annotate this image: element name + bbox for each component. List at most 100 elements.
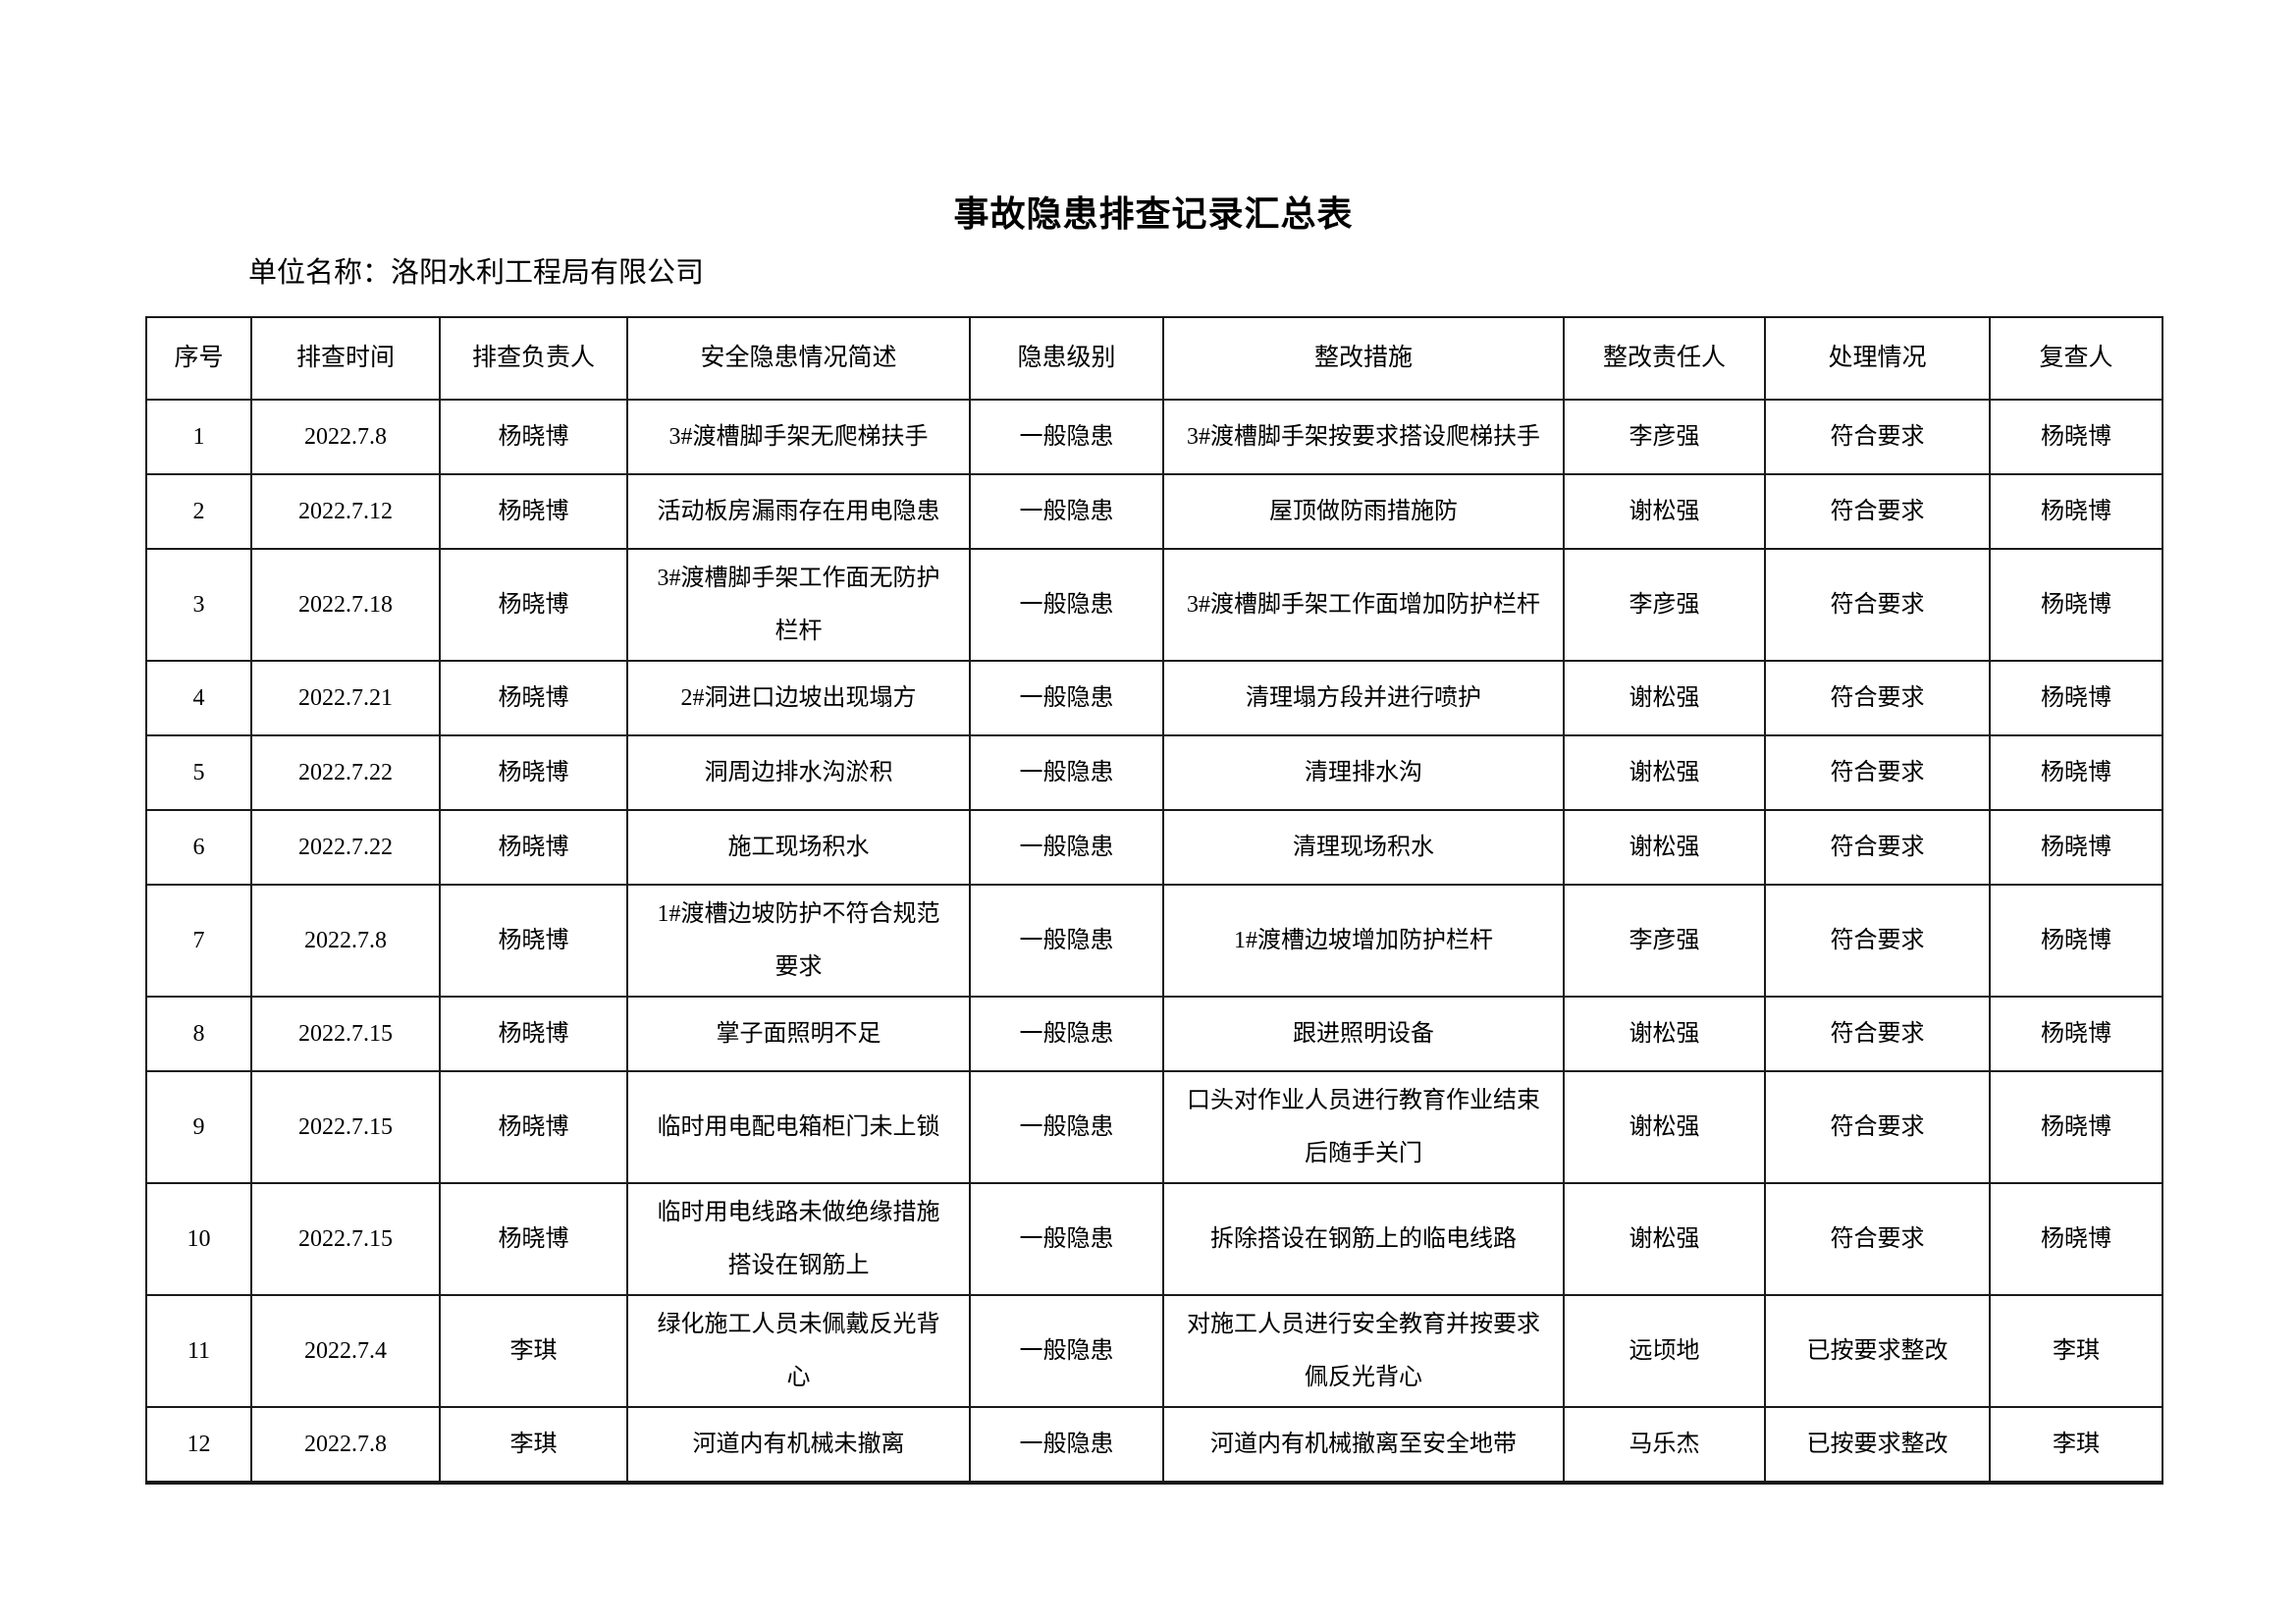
cell: 施工现场积水 [626,808,971,886]
cell: 2022.7.15 [250,995,441,1072]
cell: 4 [145,659,252,736]
cell: 3#渡槽脚手架工作面无防护 栏杆 [626,547,971,662]
cell: 2022.7.15 [250,1069,441,1184]
column-header: 排查负责人 [439,315,628,401]
cell: 谢松强 [1563,995,1766,1072]
table-row: 9 2022.7.15 杨晓博 临时用电配电箱柜门未上锁 一般隐患 口头对作业人员进行教育… [145,1069,2163,1184]
cell: 符合要求 [1764,733,1991,811]
cell: 1#渡槽边坡增加防护栏杆 [1162,883,1565,998]
cell: 杨晓博 [1989,808,2163,886]
cell: 杨晓博 [439,398,628,475]
cell: 杨晓博 [439,808,628,886]
column-header: 排查时间 [250,315,441,401]
cell: 杨晓博 [439,1069,628,1184]
cell: 12 [145,1405,252,1484]
cell: 谢松强 [1563,1181,1766,1296]
column-header: 处理情况 [1764,315,1991,401]
cell: 杨晓博 [1989,659,2163,736]
cell: 李琪 [439,1405,628,1484]
cell: 清理排水沟 [1162,733,1565,811]
cell: 1 [145,398,252,475]
cell: 3 [145,547,252,662]
table-row: 3 2022.7.18 杨晓博 3#渡槽脚手架工作面无防护 栏杆 一般隐患 3#渡槽脚手架… [145,547,2163,662]
cell: 洞周边排水沟淤积 [626,733,971,811]
cell: 一般隐患 [969,1069,1164,1184]
table-row: 12 2022.7.8 李琪 河道内有机械未撤离 一般隐患 河道内有机械撤离至安全地带 马乐… [145,1405,2163,1484]
cell: 已按要求整改 [1764,1405,1991,1484]
cell: 符合要求 [1764,547,1991,662]
page-title: 事故隐患排查记录汇总表 [953,193,1354,234]
cell: 临时用电配电箱柜门未上锁 [626,1069,971,1184]
cell: 对施工人员进行安全教育并按要求 佩反光背心 [1162,1293,1565,1408]
cell: 远顷地 [1563,1293,1766,1408]
cell: 2022.7.21 [250,659,441,736]
cell: 11 [145,1293,252,1408]
cell: 谢松强 [1563,733,1766,811]
cell: 2022.7.22 [250,808,441,886]
table-body: 1 2022.7.8 杨晓博 3#渡槽脚手架无爬梯扶手 一般隐患 3#渡槽脚手架按要求搭设… [145,398,2163,1484]
cell: 李琪 [1989,1293,2163,1408]
cell: 掌子面照明不足 [626,995,971,1072]
table-row: 4 2022.7.21 杨晓博 2#洞进口边坡出现塌方 一般隐患 清理塌方段并进行喷护 谢松… [145,659,2163,736]
header-row: 序号 排查时间 排查负责人 安全隐患情况简述 隐患级别 整改措施 整改责任人 处理情况 复查人 [145,315,2163,401]
cell: 杨晓博 [439,733,628,811]
cell: 2#洞进口边坡出现塌方 [626,659,971,736]
column-header: 隐患级别 [969,315,1164,401]
cell: 清理塌方段并进行喷护 [1162,659,1565,736]
cell: 6 [145,808,252,886]
cell: 李彦强 [1563,883,1766,998]
cell: 7 [145,883,252,998]
cell: 符合要求 [1764,1069,1991,1184]
cell: 一般隐患 [969,398,1164,475]
cell: 2022.7.18 [250,547,441,662]
cell: 谢松强 [1563,659,1766,736]
cell: 一般隐患 [969,659,1164,736]
cell: 口头对作业人员进行教育作业结束 后随手关门 [1162,1069,1565,1184]
cell: 活动板房漏雨存在用电隐患 [626,472,971,550]
cell: 5 [145,733,252,811]
cell: 符合要求 [1764,398,1991,475]
table-row: 11 2022.7.4 李琪 绿化施工人员未佩戴反光背 心一般隐患 对施工人员进行安全教… [145,1293,2163,1408]
cell: 2022.7.12 [250,472,441,550]
unit-name-label: 单位名称：洛阳水利工程局有限公司 [248,257,705,290]
cell: 杨晓博 [439,883,628,998]
table-row: 7 2022.7.8 杨晓博 1#渡槽边坡防护不符合规范 要求 一般隐患 1#渡槽边坡增加… [145,883,2163,998]
cell: 2022.7.4 [250,1293,441,1408]
cell: 杨晓博 [439,659,628,736]
table-row: 8 2022.7.15 杨晓博 掌子面照明不足 一般隐患 跟进照明设备 谢松强 符合要求 杨晓博 [145,995,2163,1072]
cell: 杨晓博 [439,472,628,550]
cell: 谢松强 [1563,472,1766,550]
column-header: 复查人 [1989,315,2163,401]
cell: 一般隐患 [969,472,1164,550]
cell: 3#渡槽脚手架工作面增加防护栏杆 [1162,547,1565,662]
cell: 2022.7.15 [250,1181,441,1296]
cell: 河道内有机械撤离至安全地带 [1162,1405,1565,1484]
document-content: 事故隐患排查记录汇总表 单位名称：洛阳水利工程局有限公司 序号 排查时间 排查负责人… [0,192,2296,1485]
cell: 河道内有机械未撤离 [626,1405,971,1484]
cell: 跟进照明设备 [1162,995,1565,1072]
cell: 杨晓博 [1989,472,2163,550]
cell: 一般隐患 [969,995,1164,1072]
cell: 一般隐患 [969,808,1164,886]
cell: 符合要求 [1764,995,1991,1072]
cell: 符合要求 [1764,808,1991,886]
cell: 符合要求 [1764,472,1991,550]
cell: 谢松强 [1563,808,1766,886]
cell: 3#渡槽脚手架无爬梯扶手 [626,398,971,475]
cell: 1#渡槽边坡防护不符合规范 要求 [626,883,971,998]
cell: 2022.7.8 [250,883,441,998]
cell: 3#渡槽脚手架按要求搭设爬梯扶手 [1162,398,1565,475]
cell: 一般隐患 [969,733,1164,811]
cell: 杨晓博 [1989,733,2163,811]
column-header: 整改措施 [1162,315,1565,401]
column-header: 整改责任人 [1563,315,1766,401]
cell: 清理现场积水 [1162,808,1565,886]
cell: 杨晓博 [439,995,628,1072]
hazard-summary-table: 序号 排查时间 排查负责人 安全隐患情况简述 隐患级别 整改措施 整改责任人 处理情况 复查人 … [145,315,2163,1485]
cell: 拆除搭设在钢筋上的临电线路 [1162,1181,1565,1296]
cell: 绿化施工人员未佩戴反光背 心 [626,1293,971,1408]
cell: 杨晓博 [1989,1181,2163,1296]
table-row: 6 2022.7.22 杨晓博 施工现场积水 一般隐患 清理现场积水 谢松强 符合要求 杨晓博 [145,808,2163,886]
cell: 2022.7.22 [250,733,441,811]
